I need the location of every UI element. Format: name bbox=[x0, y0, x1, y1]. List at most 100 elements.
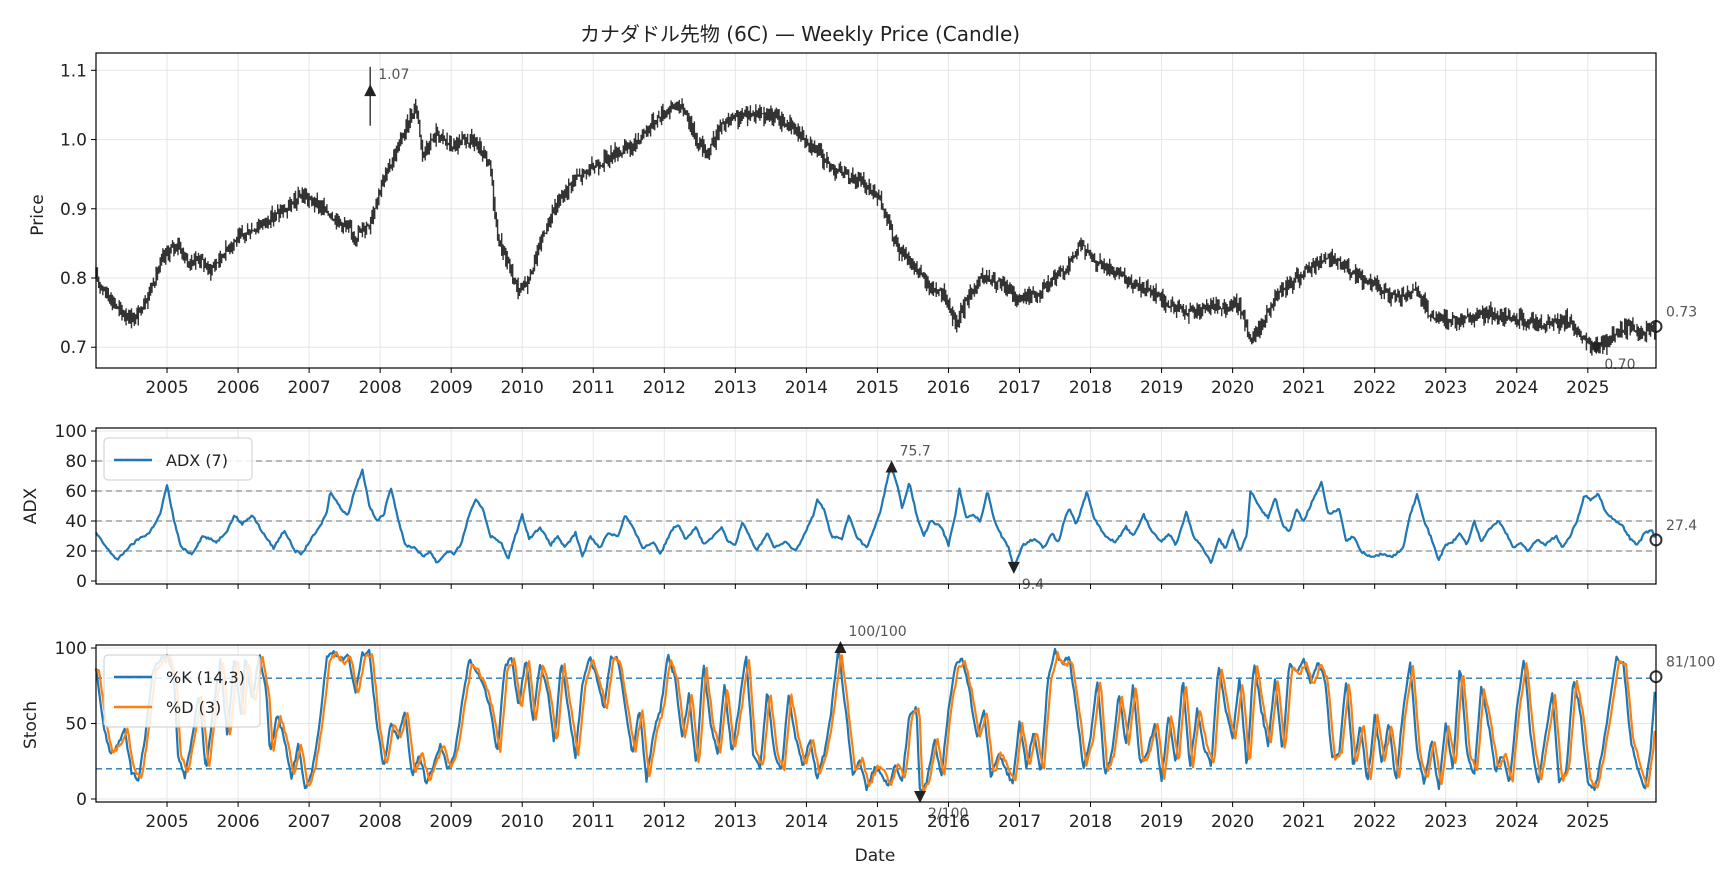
legend-box bbox=[103, 654, 261, 728]
x-tick-label: 2025 bbox=[1566, 812, 1609, 832]
max-marker bbox=[364, 84, 377, 97]
x-tick-label: 2010 bbox=[501, 812, 544, 832]
min-marker bbox=[914, 790, 927, 803]
x-tick-label: 2021 bbox=[1282, 378, 1325, 398]
x-tick-label: 2024 bbox=[1495, 812, 1538, 832]
x-tick-label: 2013 bbox=[714, 812, 757, 832]
x-tick-label: 2005 bbox=[145, 378, 188, 398]
stoch-annotations: 100/100 2/100 81/100 bbox=[834, 624, 1715, 822]
y-tick-label: 0 bbox=[76, 790, 87, 810]
x-tick-label: 2009 bbox=[430, 378, 473, 398]
max-annotation: 75.7 bbox=[900, 443, 931, 459]
x-tick-label: 2020 bbox=[1211, 378, 1254, 398]
x-tick-label: 2022 bbox=[1353, 812, 1396, 832]
y-tick-label: 40 bbox=[65, 512, 87, 532]
adx-legend: ADX (7) bbox=[103, 437, 253, 481]
x-tick-label: 2013 bbox=[714, 378, 757, 398]
y-tick-label: 50 bbox=[65, 715, 87, 735]
legend-label: ADX (7) bbox=[166, 451, 228, 470]
y-tick-label: 80 bbox=[65, 452, 87, 472]
max-annotation: 1.07 bbox=[378, 67, 409, 83]
adx-ylabel: ADX bbox=[21, 487, 41, 524]
x-tick-label: 2015 bbox=[856, 378, 899, 398]
x-tick-label: 2012 bbox=[643, 812, 686, 832]
x-tick-label: 2014 bbox=[785, 378, 828, 398]
x-tick-label: 2021 bbox=[1282, 812, 1325, 832]
x-tick-label: 2023 bbox=[1424, 378, 1467, 398]
price-axes-frame bbox=[95, 52, 1657, 369]
x-tick-label: 2016 bbox=[927, 812, 970, 832]
x-tick-label: 2025 bbox=[1566, 378, 1609, 398]
x-tick-label: 2019 bbox=[1140, 812, 1183, 832]
min-annotation: 2/100 bbox=[928, 806, 968, 822]
x-tick-label: 2018 bbox=[1069, 378, 1112, 398]
x-tick-label: 2022 bbox=[1353, 378, 1396, 398]
price-xticks: 2005 2006 2007 2008 2009 2010 2011 2012 2013 2014… bbox=[145, 368, 1609, 398]
legend-label: %K (14,3) bbox=[166, 668, 245, 687]
x-tick-label: 2019 bbox=[1140, 378, 1183, 398]
x-tick-label: 2017 bbox=[998, 812, 1041, 832]
min-annotation: 9.4 bbox=[1022, 577, 1044, 593]
y-tick-label: 0.8 bbox=[60, 269, 87, 289]
x-tick-label: 2015 bbox=[856, 812, 899, 832]
x-tick-label: 2008 bbox=[359, 378, 402, 398]
price-panel: 1.070.700.73 0.70.80.91.01.1 2005 2006 200… bbox=[28, 52, 1697, 398]
x-tick-label: 2011 bbox=[572, 812, 615, 832]
max-marker bbox=[834, 641, 847, 654]
y-tick-label: 0.9 bbox=[60, 200, 87, 220]
stoch-yticks: 0 50 100 bbox=[55, 639, 96, 810]
max-annotation: 100/100 bbox=[848, 624, 906, 640]
x-tick-label: 2014 bbox=[785, 812, 828, 832]
y-tick-label: 100 bbox=[55, 639, 87, 659]
price-annotations: 1.07 0.70 0.73 bbox=[364, 67, 1697, 373]
legend-box bbox=[103, 437, 253, 481]
legend-label: %D (3) bbox=[166, 698, 221, 717]
x-tick-label: 2011 bbox=[572, 378, 615, 398]
x-tick-label: 2023 bbox=[1424, 812, 1467, 832]
last-annotation: 81/100 bbox=[1666, 655, 1715, 671]
x-tick-label: 2008 bbox=[359, 812, 402, 832]
last-annotation: 0.73 bbox=[1666, 304, 1697, 320]
y-tick-label: 1.0 bbox=[60, 131, 87, 151]
y-tick-label: 100 bbox=[55, 422, 87, 442]
y-tick-label: 0.7 bbox=[60, 338, 87, 358]
y-tick-label: 0 bbox=[76, 572, 87, 592]
x-tick-label: 2007 bbox=[287, 812, 330, 832]
adx-xticks bbox=[166, 584, 1589, 589]
x-tick-label: 2024 bbox=[1495, 378, 1538, 398]
min-marker bbox=[1590, 342, 1603, 355]
x-tick-label: 2018 bbox=[1069, 812, 1112, 832]
price-yticks: 0.7 0.8 0.9 1.0 1.1 bbox=[60, 61, 96, 358]
y-tick-label: 20 bbox=[65, 542, 87, 562]
adx-axes-frame bbox=[95, 427, 1657, 585]
x-tick-label: 2017 bbox=[998, 378, 1041, 398]
x-tick-label: 2020 bbox=[1211, 812, 1254, 832]
adx-series bbox=[95, 468, 1656, 569]
stoch-xticks: 2005 2006 2007 2008 2009 2010 2011 2012 2013 2014… bbox=[145, 802, 1609, 832]
series-line-0 bbox=[94, 647, 1656, 795]
max-marker bbox=[885, 460, 898, 473]
stoch-ylabel: Stoch bbox=[21, 701, 41, 749]
adx-annotations: 75.7 9.4 27.4 bbox=[885, 443, 1697, 593]
x-tick-label: 2007 bbox=[287, 378, 330, 398]
x-tick-label: 2010 bbox=[501, 378, 544, 398]
x-tick-label: 2006 bbox=[216, 378, 259, 398]
x-tick-label: 2016 bbox=[927, 378, 970, 398]
date-xlabel: Date bbox=[855, 846, 896, 866]
price-ylabel: Price bbox=[28, 194, 48, 235]
x-tick-label: 2012 bbox=[643, 378, 686, 398]
min-marker bbox=[1007, 561, 1020, 574]
x-tick-label: 2006 bbox=[216, 812, 259, 832]
series-line-1 bbox=[95, 651, 1656, 793]
min-annotation: 0.70 bbox=[1604, 357, 1635, 373]
adx-yticks: 0 20 40 60 80 100 bbox=[55, 422, 96, 592]
stoch-legend: %K (14,3) %D (3) bbox=[103, 654, 261, 728]
x-tick-label: 2005 bbox=[145, 812, 188, 832]
chart-title: カナダドル先物 (6C) — Weekly Price (Candle) bbox=[580, 22, 1020, 46]
stoch-series bbox=[94, 647, 1656, 795]
last-annotation: 27.4 bbox=[1666, 518, 1697, 534]
x-tick-label: 2009 bbox=[430, 812, 473, 832]
